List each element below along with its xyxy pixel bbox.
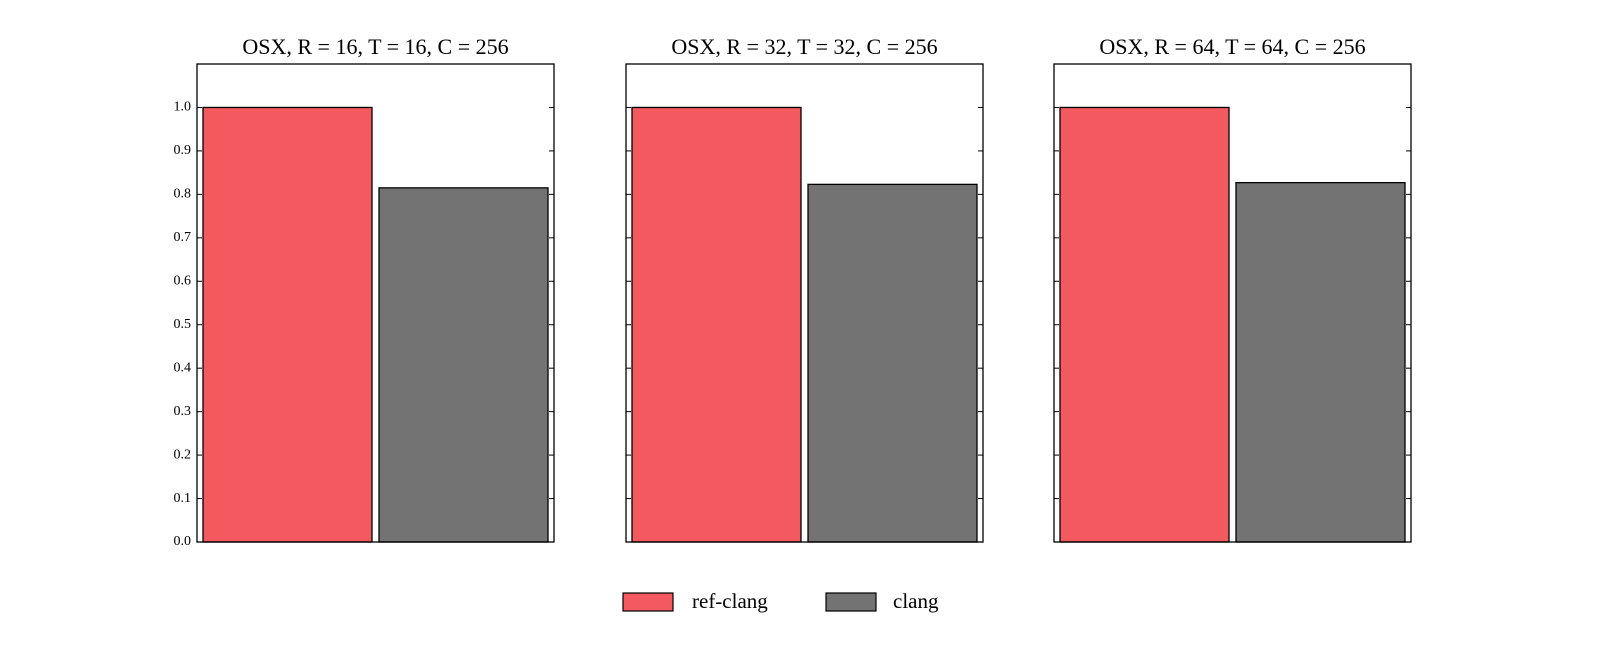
legend-label: ref-clang xyxy=(692,589,768,613)
axes-frame xyxy=(625,63,984,543)
y-tick-label: 0.1 xyxy=(174,491,192,506)
axes-frame xyxy=(196,63,555,543)
bar xyxy=(807,183,978,543)
y-tick-label: 0.7 xyxy=(174,230,192,245)
legend-swatch xyxy=(825,592,877,612)
bar xyxy=(631,106,802,543)
bar xyxy=(378,187,549,543)
y-tick-label: 0.9 xyxy=(174,143,192,158)
chart-title: OSX, R = 16, T = 16, C = 256 xyxy=(242,34,508,59)
bar xyxy=(202,106,373,543)
y-tick-label: 0.0 xyxy=(174,534,192,549)
bar xyxy=(1059,106,1230,543)
legend-swatch xyxy=(622,592,674,612)
legend-label: clang xyxy=(893,589,939,613)
y-tick-label: 0.6 xyxy=(174,273,192,288)
axes-frame xyxy=(1053,63,1412,543)
y-tick-label: 0.4 xyxy=(174,360,192,375)
bar xyxy=(1235,181,1406,543)
y-tick-label: 1.0 xyxy=(174,100,192,115)
chart-title: OSX, R = 32, T = 32, C = 256 xyxy=(671,34,937,59)
y-tick-label: 0.5 xyxy=(174,317,192,332)
y-tick-label: 0.8 xyxy=(174,187,192,202)
chart-title: OSX, R = 64, T = 64, C = 256 xyxy=(1099,34,1365,59)
y-tick-label: 0.3 xyxy=(174,404,192,419)
y-tick-label: 0.2 xyxy=(174,447,192,462)
